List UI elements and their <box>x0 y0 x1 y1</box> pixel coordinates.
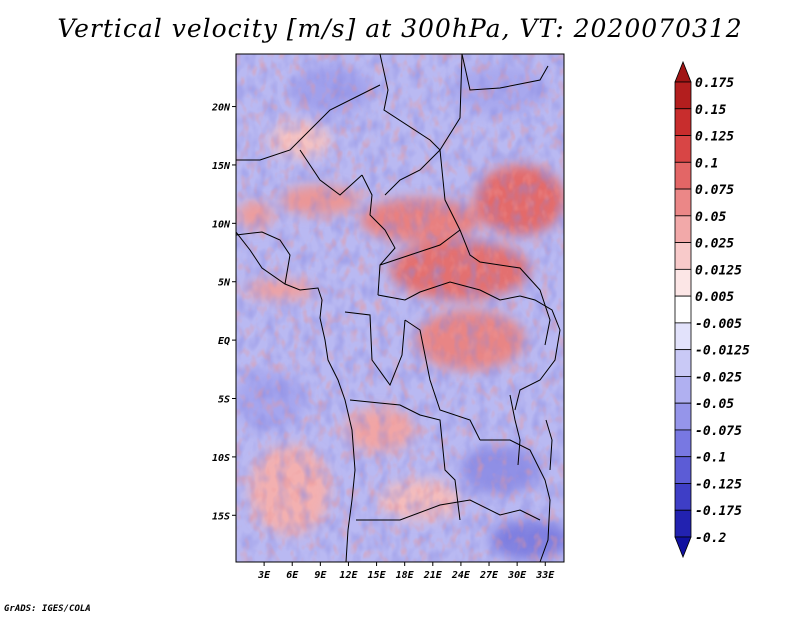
colorbar-swatch <box>674 268 692 297</box>
colorbar-label: -0.2 <box>695 531 726 546</box>
y-tick-label: 5S <box>218 395 230 406</box>
y-tick-label: 15N <box>212 161 231 172</box>
colorbar-label: -0.025 <box>695 370 742 385</box>
colorbar-label: -0.125 <box>695 477 742 492</box>
colorbar-swatch <box>674 135 692 163</box>
x-tick-label: 27E <box>479 570 499 581</box>
x-tick-label: 30E <box>507 570 527 581</box>
y-tick-label: 10S <box>212 453 230 464</box>
colorbar-label: 0.05 <box>695 210 726 225</box>
x-tick-label: 9E <box>314 570 327 581</box>
footer-credit: GrADS: IGES/COLA <box>4 604 91 614</box>
colorbar-label: -0.005 <box>695 317 742 332</box>
colorbar-label: 0.175 <box>695 76 734 91</box>
y-tick-label: 10N <box>212 219 231 230</box>
colorbar-swatch <box>674 349 692 377</box>
colorbar: 0.175 0.15 0.125 0.1 0.075 0.05 0.025 0.0125 0.0… <box>674 60 750 559</box>
y-tick-label: 5N <box>218 278 231 289</box>
colorbar-swatch <box>674 376 692 404</box>
colorbar-swatch <box>674 108 692 136</box>
x-axis: 3E 6E 9E 12E 15E 18E 21E 24E 27E 30E 33E <box>257 562 555 581</box>
colorbar-label: 0.125 <box>695 130 734 145</box>
y-tick-label: 20N <box>211 103 231 114</box>
colorbar-bottom-arrow <box>674 536 692 559</box>
colorbar-label: 0.0125 <box>695 263 742 278</box>
colorbar-swatch <box>674 483 692 511</box>
colorbar-swatch <box>674 509 692 538</box>
colorbar-swatch <box>674 215 692 243</box>
y-tick-label: EQ <box>218 336 230 347</box>
colorbar-label: -0.075 <box>695 424 742 439</box>
map-frame <box>235 53 565 563</box>
x-tick-label: 12E <box>339 570 358 581</box>
colorbar-swatch <box>674 161 692 190</box>
colorbar-swatch <box>674 81 692 110</box>
colorbar-swatch <box>674 322 692 351</box>
colorbar-label: -0.05 <box>695 397 734 412</box>
colorbar-label: 0.15 <box>695 103 726 118</box>
colorbar-swatch <box>674 402 692 431</box>
colorbar-label: -0.0125 <box>695 344 750 359</box>
colorbar-swatch <box>674 429 692 458</box>
colorbar-label: 0.005 <box>695 290 734 305</box>
y-tick-label: 15S <box>212 511 230 522</box>
chart-title: Vertical velocity [m/s] at 300hPa, VT: 2… <box>57 14 743 43</box>
x-tick-label: 21E <box>423 570 443 581</box>
x-tick-label: 24E <box>451 570 471 581</box>
colorbar-swatch <box>674 188 692 217</box>
colorbar-label: -0.1 <box>695 451 726 466</box>
colorbar-swatch <box>674 242 692 270</box>
x-tick-label: 33E <box>535 570 555 581</box>
x-tick-label: 18E <box>396 570 415 581</box>
colorbar-label: 0.1 <box>695 156 718 171</box>
colorbar-label: 0.075 <box>695 183 734 198</box>
velocity-field <box>236 54 564 562</box>
x-tick-label: 6E <box>286 570 299 581</box>
colorbar-swatch <box>674 295 692 324</box>
x-tick-label: 3E <box>257 570 271 581</box>
country-borders <box>236 54 561 562</box>
colorbar-label: 0.025 <box>695 237 734 252</box>
colorbar-label: -0.175 <box>695 504 742 519</box>
x-tick-label: 15E <box>368 570 387 581</box>
colorbar-swatch <box>674 456 692 484</box>
y-axis: 20N 15N 10N 5N EQ 5S 10S 15S <box>211 103 236 522</box>
colorbar-top-arrow <box>674 60 692 83</box>
